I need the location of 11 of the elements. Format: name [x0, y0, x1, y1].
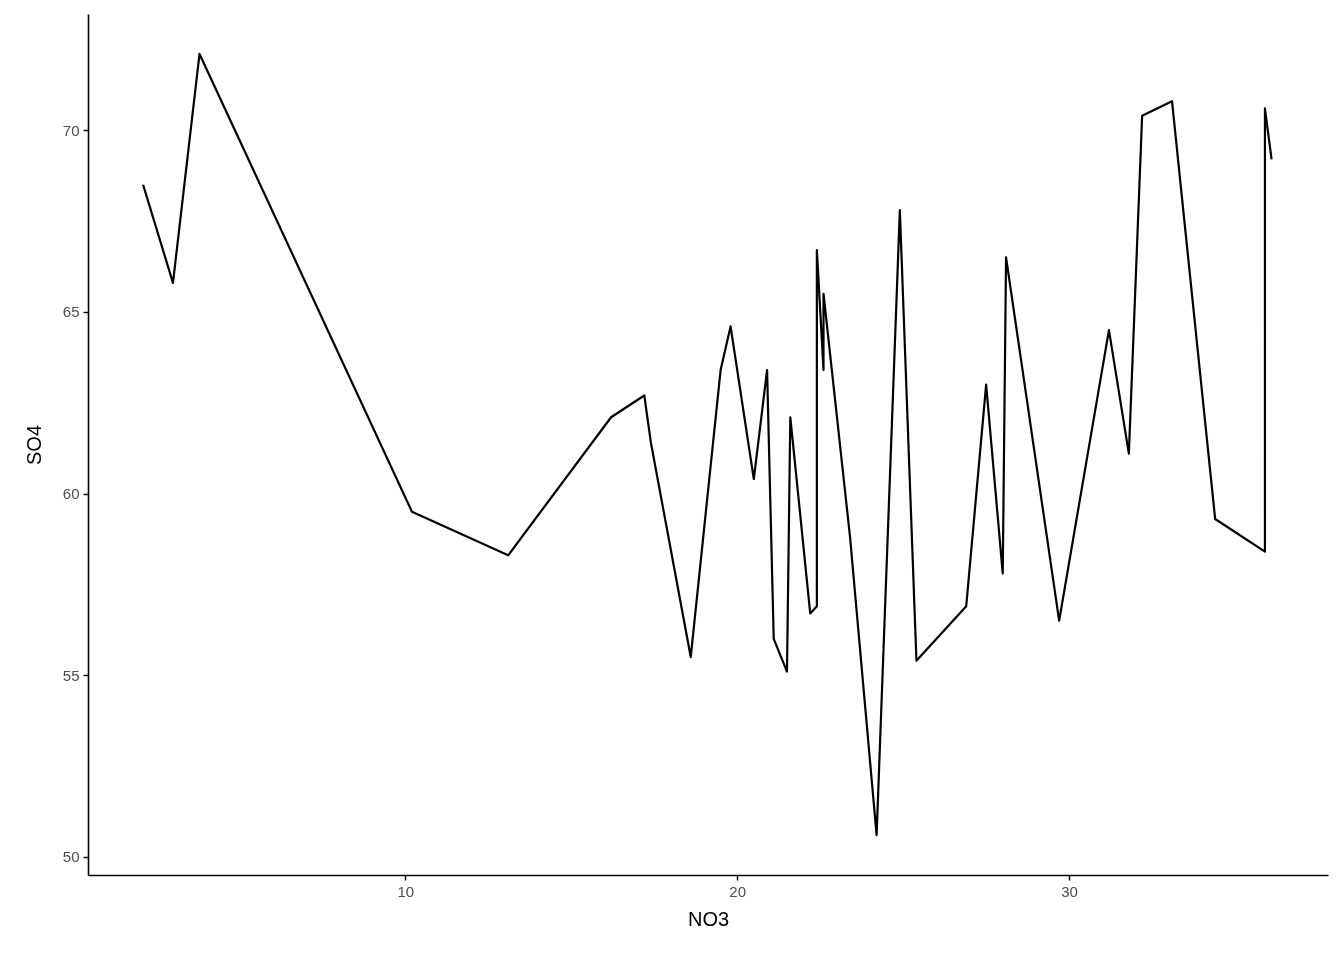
y-axis-title: SO4 — [22, 424, 45, 466]
x-tick-label: 20 — [729, 882, 747, 900]
y-tick-label: 55 — [62, 666, 80, 684]
x-axis-title: NO3 — [687, 907, 730, 930]
y-tick-label: 50 — [62, 848, 80, 866]
y-tick-label: 60 — [62, 485, 80, 503]
line-series — [142, 52, 1273, 837]
y-tick-label: 65 — [62, 303, 80, 321]
x-tick-label: 30 — [1061, 882, 1078, 900]
x-tick-label: 10 — [397, 882, 415, 900]
y-tick-label: 70 — [62, 121, 80, 139]
